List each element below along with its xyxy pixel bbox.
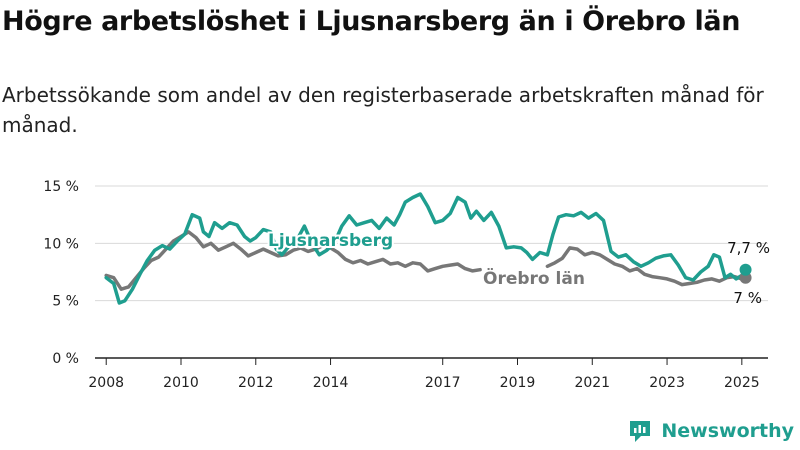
x-tick-label: 2025 (724, 375, 760, 391)
y-tick-label: 5 % (52, 294, 79, 310)
x-tick-label: 2017 (425, 375, 461, 391)
series-label-ljusnarsberg: Ljusnarsberg (268, 231, 393, 251)
y-tick-label: 0 % (52, 351, 79, 367)
brand-name: Newsworthy (661, 420, 794, 442)
x-tick-label: 2014 (313, 375, 349, 391)
x-tick-label: 2023 (649, 375, 685, 391)
x-tick-label: 2021 (574, 375, 610, 391)
chart-subtitle: Arbetssökande som andel av den registerb… (2, 83, 764, 137)
x-tick-label: 2010 (163, 375, 199, 391)
series-label-orebro: Örebro län (483, 267, 585, 289)
end-label-orebro: 7 % (733, 289, 762, 307)
series-layer (104, 192, 752, 305)
end-label-ljusnarsberg: 7,7 % (727, 239, 770, 257)
x-tick-label: 2012 (238, 375, 274, 391)
chart-title: Högre arbetslöshet i Ljusnarsberg än i Ö… (2, 6, 741, 37)
end-point-ljusnarsberg (739, 263, 752, 276)
y-tick-label: 10 % (43, 236, 79, 252)
brand-logo: Newsworthy (627, 418, 794, 444)
x-tick-label: 2008 (88, 375, 124, 391)
y-tick-label: 15 % (43, 179, 79, 195)
newsworthy-icon (630, 421, 651, 442)
x-tick-label: 2019 (500, 375, 536, 391)
series-line-1 (104, 230, 482, 291)
y-axis: 0 % 5 % 10 % 15 % (43, 179, 79, 367)
series-line-0 (104, 192, 748, 305)
x-axis: 2008 2010 2012 2014 2017 2019 2021 2023 2025 (88, 358, 760, 391)
series-line-2 (545, 246, 748, 287)
